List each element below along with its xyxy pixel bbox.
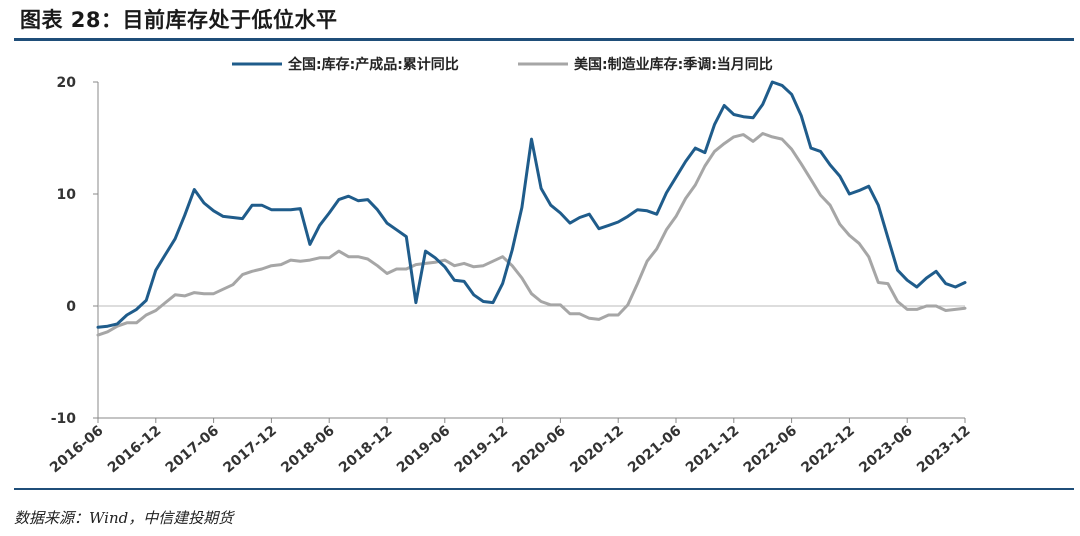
y-tick-label: 20	[57, 75, 77, 91]
x-tick-label: 2019-12	[452, 423, 512, 477]
top-divider	[14, 38, 1074, 41]
y-tick-label: -10	[51, 411, 77, 427]
legend-label: 全国:库存:产成品:累计同比	[287, 56, 459, 73]
x-tick-label: 2018-12	[336, 423, 396, 477]
chart-axes: -10010202016-062016-122017-062017-122018…	[47, 75, 974, 476]
figure-title: 图表 28：目前库存处于低位水平	[20, 8, 338, 32]
x-tick-label: 2021-12	[683, 423, 743, 477]
x-tick-label: 2023-12	[914, 423, 974, 477]
x-tick-label: 2019-06	[394, 423, 454, 477]
plot-area	[96, 80, 967, 337]
y-tick-label: 10	[57, 187, 77, 203]
x-tick-label: 2017-12	[220, 423, 280, 477]
x-tick-label: 2020-12	[567, 423, 627, 477]
x-tick-label: 2021-06	[625, 423, 685, 477]
bottom-divider	[14, 488, 1074, 490]
x-tick-label: 2016-12	[105, 423, 165, 477]
x-tick-label: 2022-12	[798, 423, 858, 477]
x-tick-label: 2016-06	[47, 423, 107, 477]
y-tick-label: 0	[66, 299, 76, 315]
x-tick-label: 2020-06	[509, 423, 569, 477]
x-tick-label: 2023-06	[856, 423, 916, 477]
x-tick-label: 2017-06	[163, 423, 223, 477]
line-chart: -10010202016-062016-122017-062017-122018…	[47, 56, 974, 476]
chart-legend: 全国:库存:产成品:累计同比 美国:制造业库存:季调:当月同比	[232, 56, 773, 73]
x-tick-label: 2022-06	[741, 423, 801, 477]
source-note: 数据来源：Wind，中信建投期货	[14, 509, 234, 527]
legend-label: 美国:制造业库存:季调:当月同比	[574, 56, 773, 73]
series-line-us-inventory	[96, 132, 967, 337]
series-line-china-inventory	[96, 80, 967, 329]
x-tick-label: 2018-06	[278, 423, 338, 477]
